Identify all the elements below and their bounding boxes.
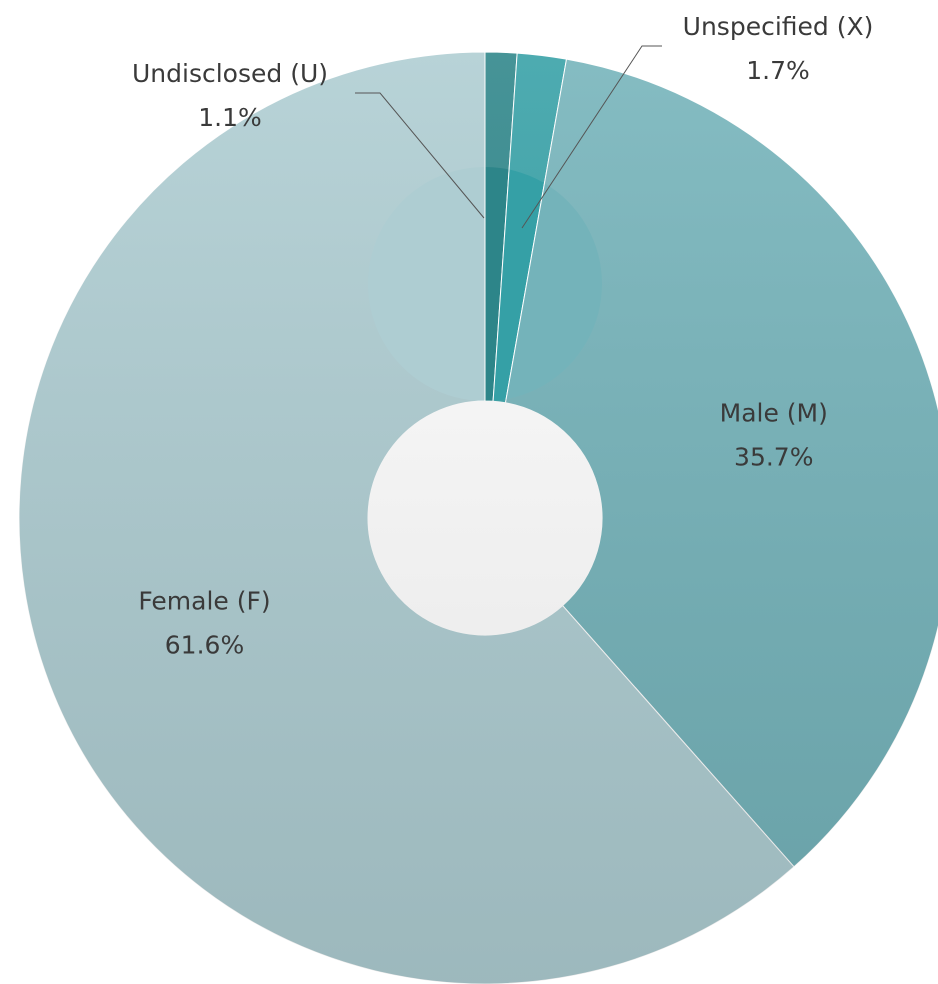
leader-line	[355, 92, 485, 219]
slice-label: Unspecified (X)	[683, 12, 874, 41]
slice-value: 1.7%	[746, 56, 810, 85]
slice-label: Undisclosed (U)	[132, 59, 328, 88]
donut	[18, 51, 938, 984]
leader-line	[521, 45, 662, 229]
slice-label: Male (M)	[720, 399, 828, 428]
slice-value: 35.7%	[734, 443, 813, 472]
slice-value: 61.6%	[165, 630, 244, 659]
slice-label: Female (F)	[138, 586, 270, 615]
slice-value: 1.1%	[198, 103, 262, 132]
labels: Undisclosed (U) 1.1% Unspecified (X) 1.7% Ma…	[132, 12, 873, 659]
